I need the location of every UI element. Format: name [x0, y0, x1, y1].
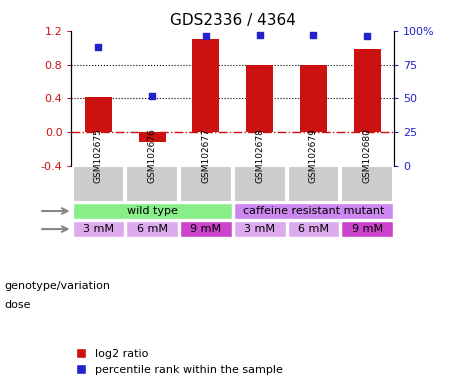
- Point: [95, 44, 102, 50]
- Bar: [246, 65, 273, 132]
- Text: caffeine resistant mutant: caffeine resistant mutant: [243, 206, 384, 216]
- Bar: [342, 221, 393, 237]
- Bar: [288, 221, 339, 237]
- Text: GSM102680: GSM102680: [363, 128, 372, 183]
- Legend: log2 ratio, percentile rank within the sample: log2 ratio, percentile rank within the s…: [77, 349, 283, 375]
- Point: [310, 32, 317, 38]
- Text: wild type: wild type: [127, 206, 177, 216]
- Text: GSM102675: GSM102675: [94, 128, 103, 183]
- Text: 9 mM: 9 mM: [190, 224, 221, 234]
- Point: [202, 33, 210, 39]
- Text: GSM102678: GSM102678: [255, 128, 264, 183]
- Bar: [126, 166, 178, 202]
- Bar: [234, 203, 393, 219]
- Bar: [342, 166, 393, 202]
- Bar: [72, 166, 124, 202]
- Bar: [72, 203, 232, 219]
- Point: [364, 33, 371, 39]
- Bar: [72, 221, 124, 237]
- Text: dose: dose: [5, 300, 31, 310]
- Point: [148, 93, 156, 99]
- Bar: [193, 39, 219, 132]
- Bar: [300, 65, 327, 132]
- Text: GSM102676: GSM102676: [148, 128, 157, 183]
- Text: 9 mM: 9 mM: [352, 224, 383, 234]
- Bar: [126, 221, 178, 237]
- Text: genotype/variation: genotype/variation: [5, 281, 111, 291]
- Title: GDS2336 / 4364: GDS2336 / 4364: [170, 13, 296, 28]
- Bar: [180, 221, 232, 237]
- Text: 3 mM: 3 mM: [244, 224, 275, 234]
- Bar: [234, 221, 285, 237]
- Text: 6 mM: 6 mM: [136, 224, 168, 234]
- Bar: [180, 166, 232, 202]
- Bar: [354, 49, 381, 132]
- Text: GSM102679: GSM102679: [309, 128, 318, 183]
- Text: 6 mM: 6 mM: [298, 224, 329, 234]
- Text: GSM102677: GSM102677: [201, 128, 210, 183]
- Bar: [85, 97, 112, 132]
- Bar: [139, 132, 165, 142]
- Bar: [288, 166, 339, 202]
- Point: [256, 32, 263, 38]
- Text: 3 mM: 3 mM: [83, 224, 114, 234]
- Bar: [234, 166, 285, 202]
